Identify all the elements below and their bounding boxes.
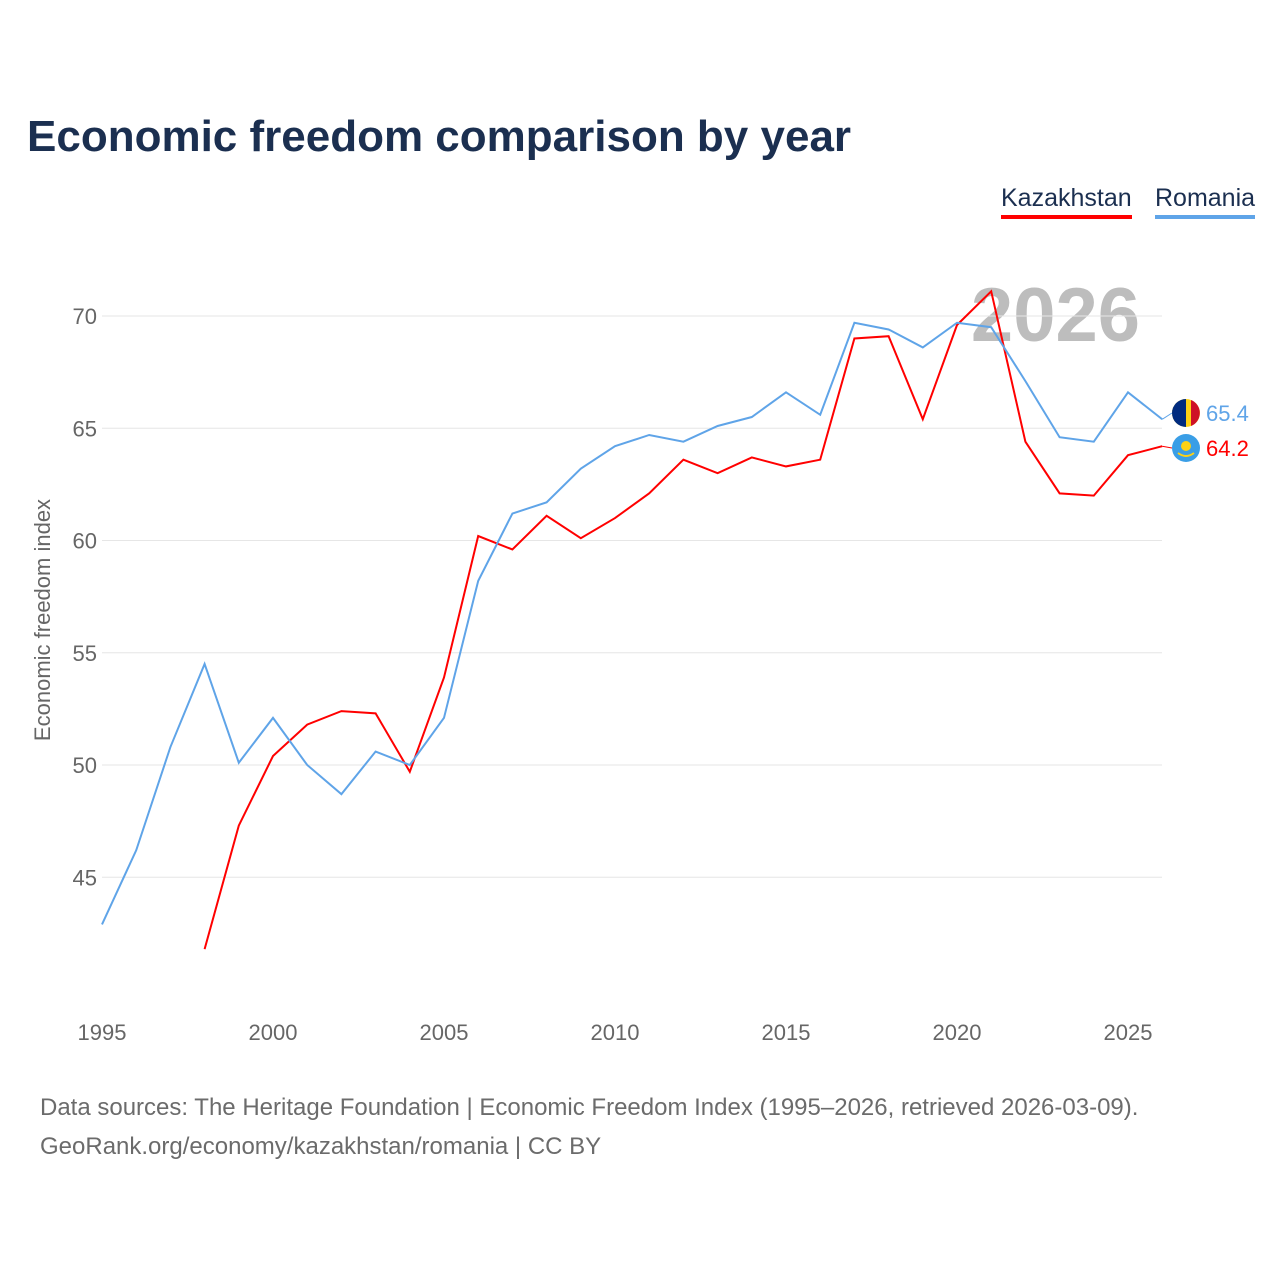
end-connector (1161, 412, 1173, 420)
source-note: Data sources: The Heritage Foundation | … (40, 1094, 1139, 1121)
source-link[interactable]: GeoRank.org/economy/kazakhstan/romania |… (40, 1133, 602, 1160)
series-line-kazakhstan (203, 289, 1163, 950)
x-tick-label: 1995 (78, 1020, 127, 1045)
x-tick-label: 2015 (762, 1020, 811, 1045)
footer: Data sources: The Heritage Foundation | … (40, 1088, 1138, 1166)
end-connector (1162, 445, 1173, 449)
legend-kazakhstan[interactable]: Kazakhstan (1001, 184, 1132, 219)
x-tick-label: 2005 (420, 1020, 469, 1045)
flag-stripe (1172, 399, 1186, 427)
y-tick-label: 60 (73, 529, 97, 554)
x-tick-label: 2010 (591, 1020, 640, 1045)
y-tick-label: 50 (73, 753, 97, 778)
y-axis-label: Economic freedom index (30, 499, 55, 741)
x-tick-label: 2020 (933, 1020, 982, 1045)
y-tick-label: 65 (73, 416, 97, 441)
x-tick-label: 2000 (249, 1020, 298, 1045)
flag-stripe (1191, 400, 1200, 426)
y-tick-label: 70 (73, 304, 97, 329)
x-tick-label: 2025 (1104, 1020, 1153, 1045)
end-value-label: 64.2 (1206, 436, 1249, 461)
series-line-romania (101, 321, 1163, 925)
end-value-label: 65.4 (1206, 401, 1249, 426)
legend-romania[interactable]: Romania (1155, 184, 1256, 219)
y-tick-label: 45 (73, 865, 97, 890)
y-tick-label: 55 (73, 641, 97, 666)
flag-eagle (1177, 452, 1195, 457)
chart-title: Economic freedom comparison by year (27, 112, 852, 161)
flag-sun (1181, 441, 1191, 451)
